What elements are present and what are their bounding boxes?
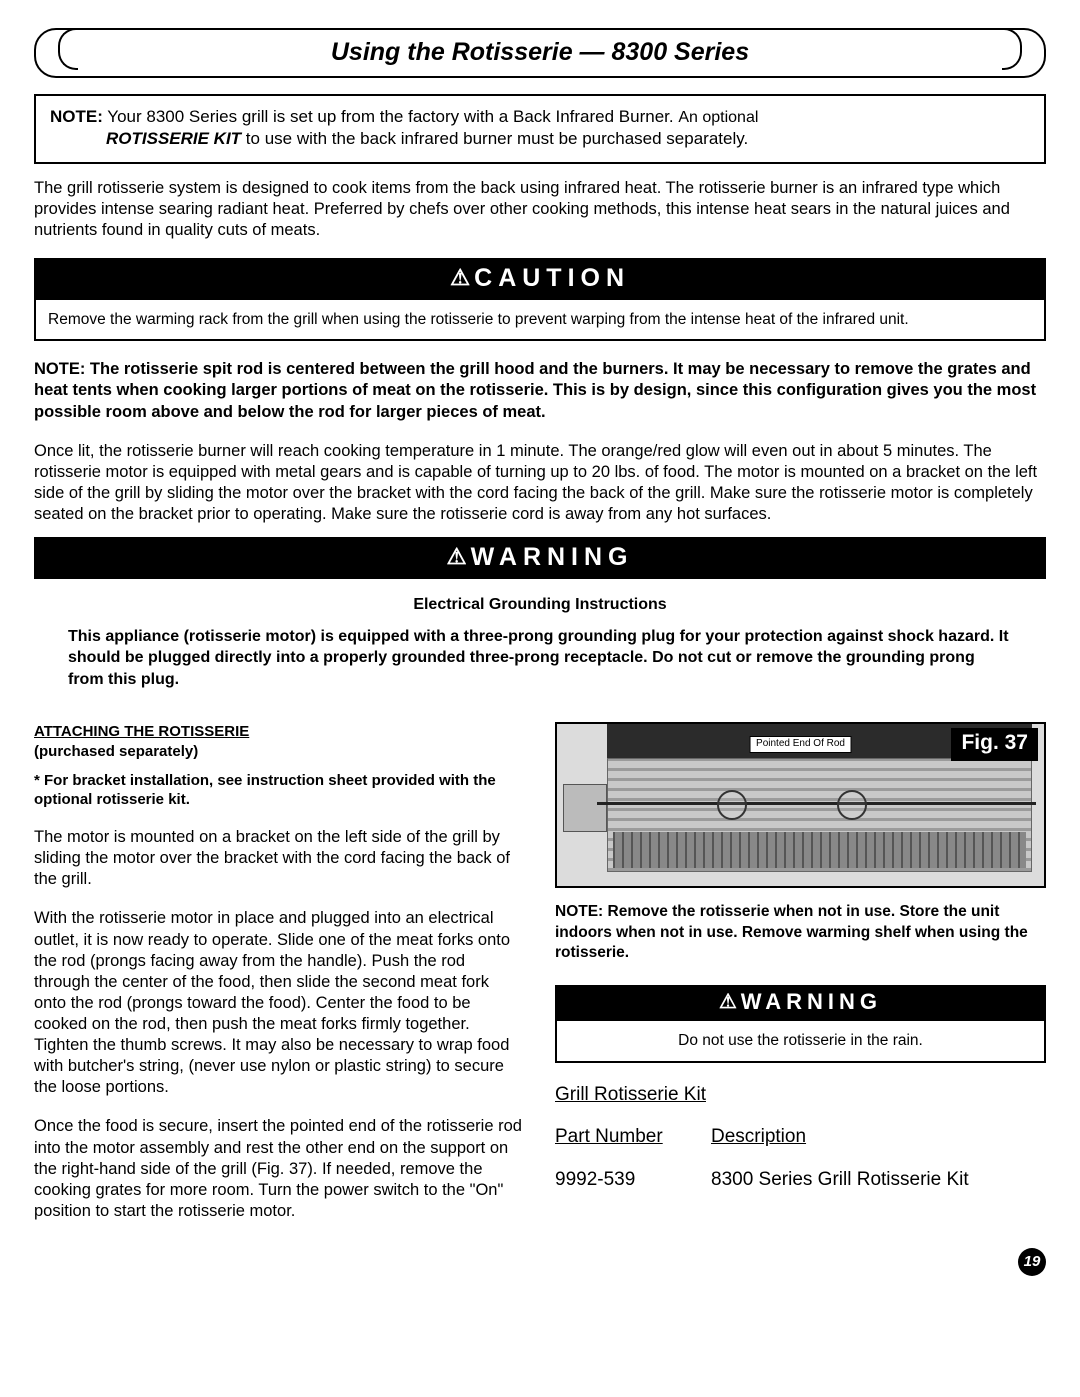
caution-banner: ⚠CAUTION	[34, 258, 1046, 300]
grill-grate-graphic	[613, 832, 1026, 868]
spit-rod-graphic	[597, 802, 1036, 805]
note-box: NOTE: Your 8300 Series grill is set up f…	[34, 94, 1046, 164]
note-l1-tail: An optional	[678, 109, 758, 126]
bracket-install-note: * For bracket installation, see instruct…	[34, 771, 525, 809]
figure-callout: Pointed End Of Rod	[749, 736, 852, 753]
remove-rotisserie-note: NOTE: Remove the rotisserie when not in …	[555, 902, 1046, 962]
warning-triangle-icon: ⚠	[719, 990, 737, 1015]
note-l2: to use with the back infrared burner mus…	[241, 129, 748, 148]
page-number: 19	[34, 1248, 1046, 1276]
warning-label-2: WARNING	[741, 989, 882, 1014]
attaching-underline: ATTACHING THE ROTISSERIE	[34, 723, 249, 740]
electrical-grounding-title: Electrical Grounding Instructions	[34, 595, 1046, 615]
page-number-badge: 19	[1018, 1248, 1046, 1276]
attaching-sep: (purchased separately)	[34, 743, 198, 760]
right-column: Fig. 37 Pointed End Of Rod NOTE: Remove …	[555, 722, 1046, 1222]
intro-paragraph: The grill rotisserie system is designed …	[34, 178, 1046, 241]
warning-banner-2: ⚠WARNING	[555, 985, 1046, 1021]
kit-part-number: 9992-539	[555, 1168, 685, 1192]
warning-label: WARNING	[471, 543, 634, 571]
page-title: Using the Rotisserie — 8300 Series	[34, 28, 1046, 78]
caution-text: Remove the warming rack from the grill w…	[34, 300, 1046, 342]
caution-label: CAUTION	[474, 264, 630, 292]
rotisserie-kit-bold: ROTISSERIE KIT	[106, 129, 241, 148]
col-part-number: Part Number	[555, 1125, 685, 1149]
note-lead: NOTE:	[50, 107, 103, 126]
warning-banner-1: ⚠WARNING	[34, 537, 1046, 579]
left-column: ATTACHING THE ROTISSERIE (purchased sepa…	[34, 722, 525, 1222]
left-p3: Once the food is secure, insert the poin…	[34, 1116, 525, 1222]
attaching-heading: ATTACHING THE ROTISSERIE (purchased sepa…	[34, 722, 525, 760]
rain-warning-text: Do not use the rotisserie in the rain.	[555, 1021, 1046, 1063]
spit-rod-note: NOTE: The rotisserie spit rod is centere…	[34, 359, 1046, 422]
once-lit-paragraph: Once lit, the rotisserie burner will rea…	[34, 441, 1046, 525]
kit-row: 9992-539 8300 Series Grill Rotisserie Ki…	[555, 1168, 1046, 1192]
kit-heading: Grill Rotisserie Kit	[555, 1083, 1046, 1107]
electrical-grounding-body: This appliance (rotisserie motor) is equ…	[34, 626, 1046, 699]
warning-triangle-icon: ⚠	[450, 264, 470, 293]
kit-description: 8300 Series Grill Rotisserie Kit	[711, 1168, 1046, 1192]
warning-triangle-icon: ⚠	[447, 543, 467, 572]
note-l1: Your 8300 Series grill is set up from th…	[103, 107, 678, 126]
figure-label: Fig. 37	[951, 728, 1038, 761]
motor-graphic	[563, 784, 607, 832]
kit-columns-header: Part Number Description	[555, 1125, 1046, 1149]
left-p1: The motor is mounted on a bracket on the…	[34, 827, 525, 890]
col-description: Description	[711, 1125, 1046, 1149]
figure-37: Fig. 37 Pointed End Of Rod	[555, 722, 1046, 888]
left-p2: With the rotisserie motor in place and p…	[34, 908, 525, 1098]
